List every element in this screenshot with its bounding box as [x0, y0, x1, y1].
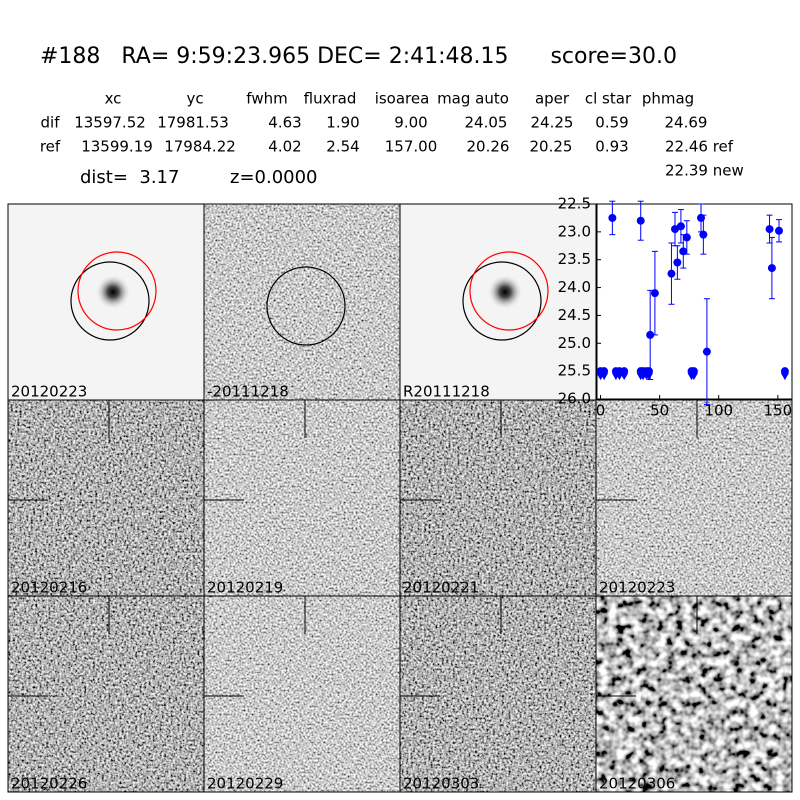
stats-table: xc yc fwhm fluxrad isoarea mag auto aper cl sta… [40, 90, 744, 189]
panel-label: 20120306 [599, 775, 675, 793]
point [699, 230, 708, 239]
point [679, 247, 688, 256]
frame [595, 595, 793, 793]
image [8, 596, 204, 792]
point [775, 226, 783, 235]
x-tick-label: 100 [704, 402, 733, 420]
image [8, 400, 204, 596]
y-tick-label: 24.5 [558, 306, 591, 324]
cell: 157.00 [385, 138, 438, 156]
cell: 22.46 ref [665, 138, 734, 156]
y-tick-label: 23.0 [558, 222, 591, 240]
image [596, 400, 792, 596]
column-header: isoarea [375, 90, 430, 108]
x-tick-label: 150 [763, 402, 792, 420]
point [608, 213, 617, 222]
column-header: mag auto [437, 90, 509, 108]
cell: 1.90 [326, 114, 359, 132]
panel-label: 20120223 [599, 579, 675, 597]
aperture [469, 251, 549, 331]
cell: 0.93 [595, 138, 628, 156]
limit-arrow [620, 373, 629, 381]
y-tick-label: 22.5 [558, 195, 591, 213]
cell: 17981.53 [157, 114, 229, 132]
aperture [77, 251, 157, 331]
cell: 20.25 [530, 138, 573, 156]
image [400, 596, 596, 792]
cell: 17984.22 [164, 138, 236, 156]
panel-label: 20120223 [11, 383, 87, 401]
aperture [462, 261, 542, 341]
image [204, 400, 400, 596]
cell: 24.69 [665, 114, 708, 132]
dist: dist= 3.17 [80, 167, 179, 188]
point [636, 216, 645, 225]
limit-arrow [689, 373, 698, 381]
x-tick-label: 0 [596, 402, 606, 420]
aperture [70, 261, 150, 341]
point [765, 225, 774, 234]
plot-area [596, 203, 793, 400]
aperture [266, 266, 346, 346]
cell: 4.02 [268, 138, 301, 156]
cell: 13599.19 [81, 138, 153, 156]
limit-arrow [645, 373, 653, 381]
panel-label: -20111218 [207, 383, 289, 401]
cell: 20.26 [467, 138, 510, 156]
column-header: fwhm [246, 90, 287, 108]
limit-arrow [600, 373, 609, 381]
point [673, 258, 682, 267]
row-label: ref [40, 138, 61, 156]
image [596, 596, 792, 792]
image [204, 596, 400, 792]
point [676, 222, 685, 231]
image-panels: 20120223 -20111218 R20111218 20120216 201202… [7, 203, 793, 793]
point [646, 330, 655, 339]
cell: 13597.52 [74, 114, 146, 132]
point [650, 289, 659, 298]
x-tick-label: 50 [650, 402, 669, 420]
panel-label: 20120219 [207, 579, 283, 597]
column-header: aper [535, 90, 570, 108]
source [487, 274, 523, 310]
panel-label: 20120303 [403, 775, 479, 793]
panel-label: R20111218 [403, 383, 490, 401]
source [95, 274, 131, 310]
row-label: dif [41, 114, 61, 132]
redshift: z=0.0000 [230, 167, 318, 188]
y-tick-label: 25.5 [558, 362, 591, 380]
column-header: phmag [642, 90, 694, 108]
column-header: cl star [585, 90, 632, 108]
point [702, 347, 711, 356]
column-header: xc [105, 90, 122, 108]
cell: 4.63 [268, 114, 301, 132]
panel-label: 20120221 [403, 579, 479, 597]
cell: 9.00 [394, 114, 427, 132]
point [767, 264, 776, 273]
panel-label: 20120229 [207, 775, 283, 793]
y-tick-label: 24.0 [558, 278, 591, 296]
image [204, 204, 400, 400]
limit-arrow [780, 373, 789, 381]
panel-label: 20120216 [11, 579, 87, 597]
panel-label: 20120226 [11, 775, 87, 793]
cell: 2.54 [326, 138, 359, 156]
point [667, 269, 676, 278]
image [400, 400, 596, 596]
column-header: yc [186, 90, 203, 108]
y-tick-label: 23.5 [558, 250, 591, 268]
cell: 24.25 [531, 114, 574, 132]
y-tick-label: 25.0 [558, 334, 591, 352]
cell: 24.05 [465, 114, 508, 132]
point [682, 233, 691, 242]
y-tick-label: 26.0 [558, 390, 591, 408]
title: #188 RA= 9:59:23.965 DEC= 2:41:48.15 sco… [40, 44, 677, 69]
column-header: fluxrad [304, 90, 357, 108]
cell: 0.59 [595, 114, 628, 132]
light-curve: 22.5 23.0 23.5 24.0 24.5 25.0 25.5 26.0 0 50 100 15… [558, 195, 793, 420]
note: 22.39 new [665, 162, 744, 180]
